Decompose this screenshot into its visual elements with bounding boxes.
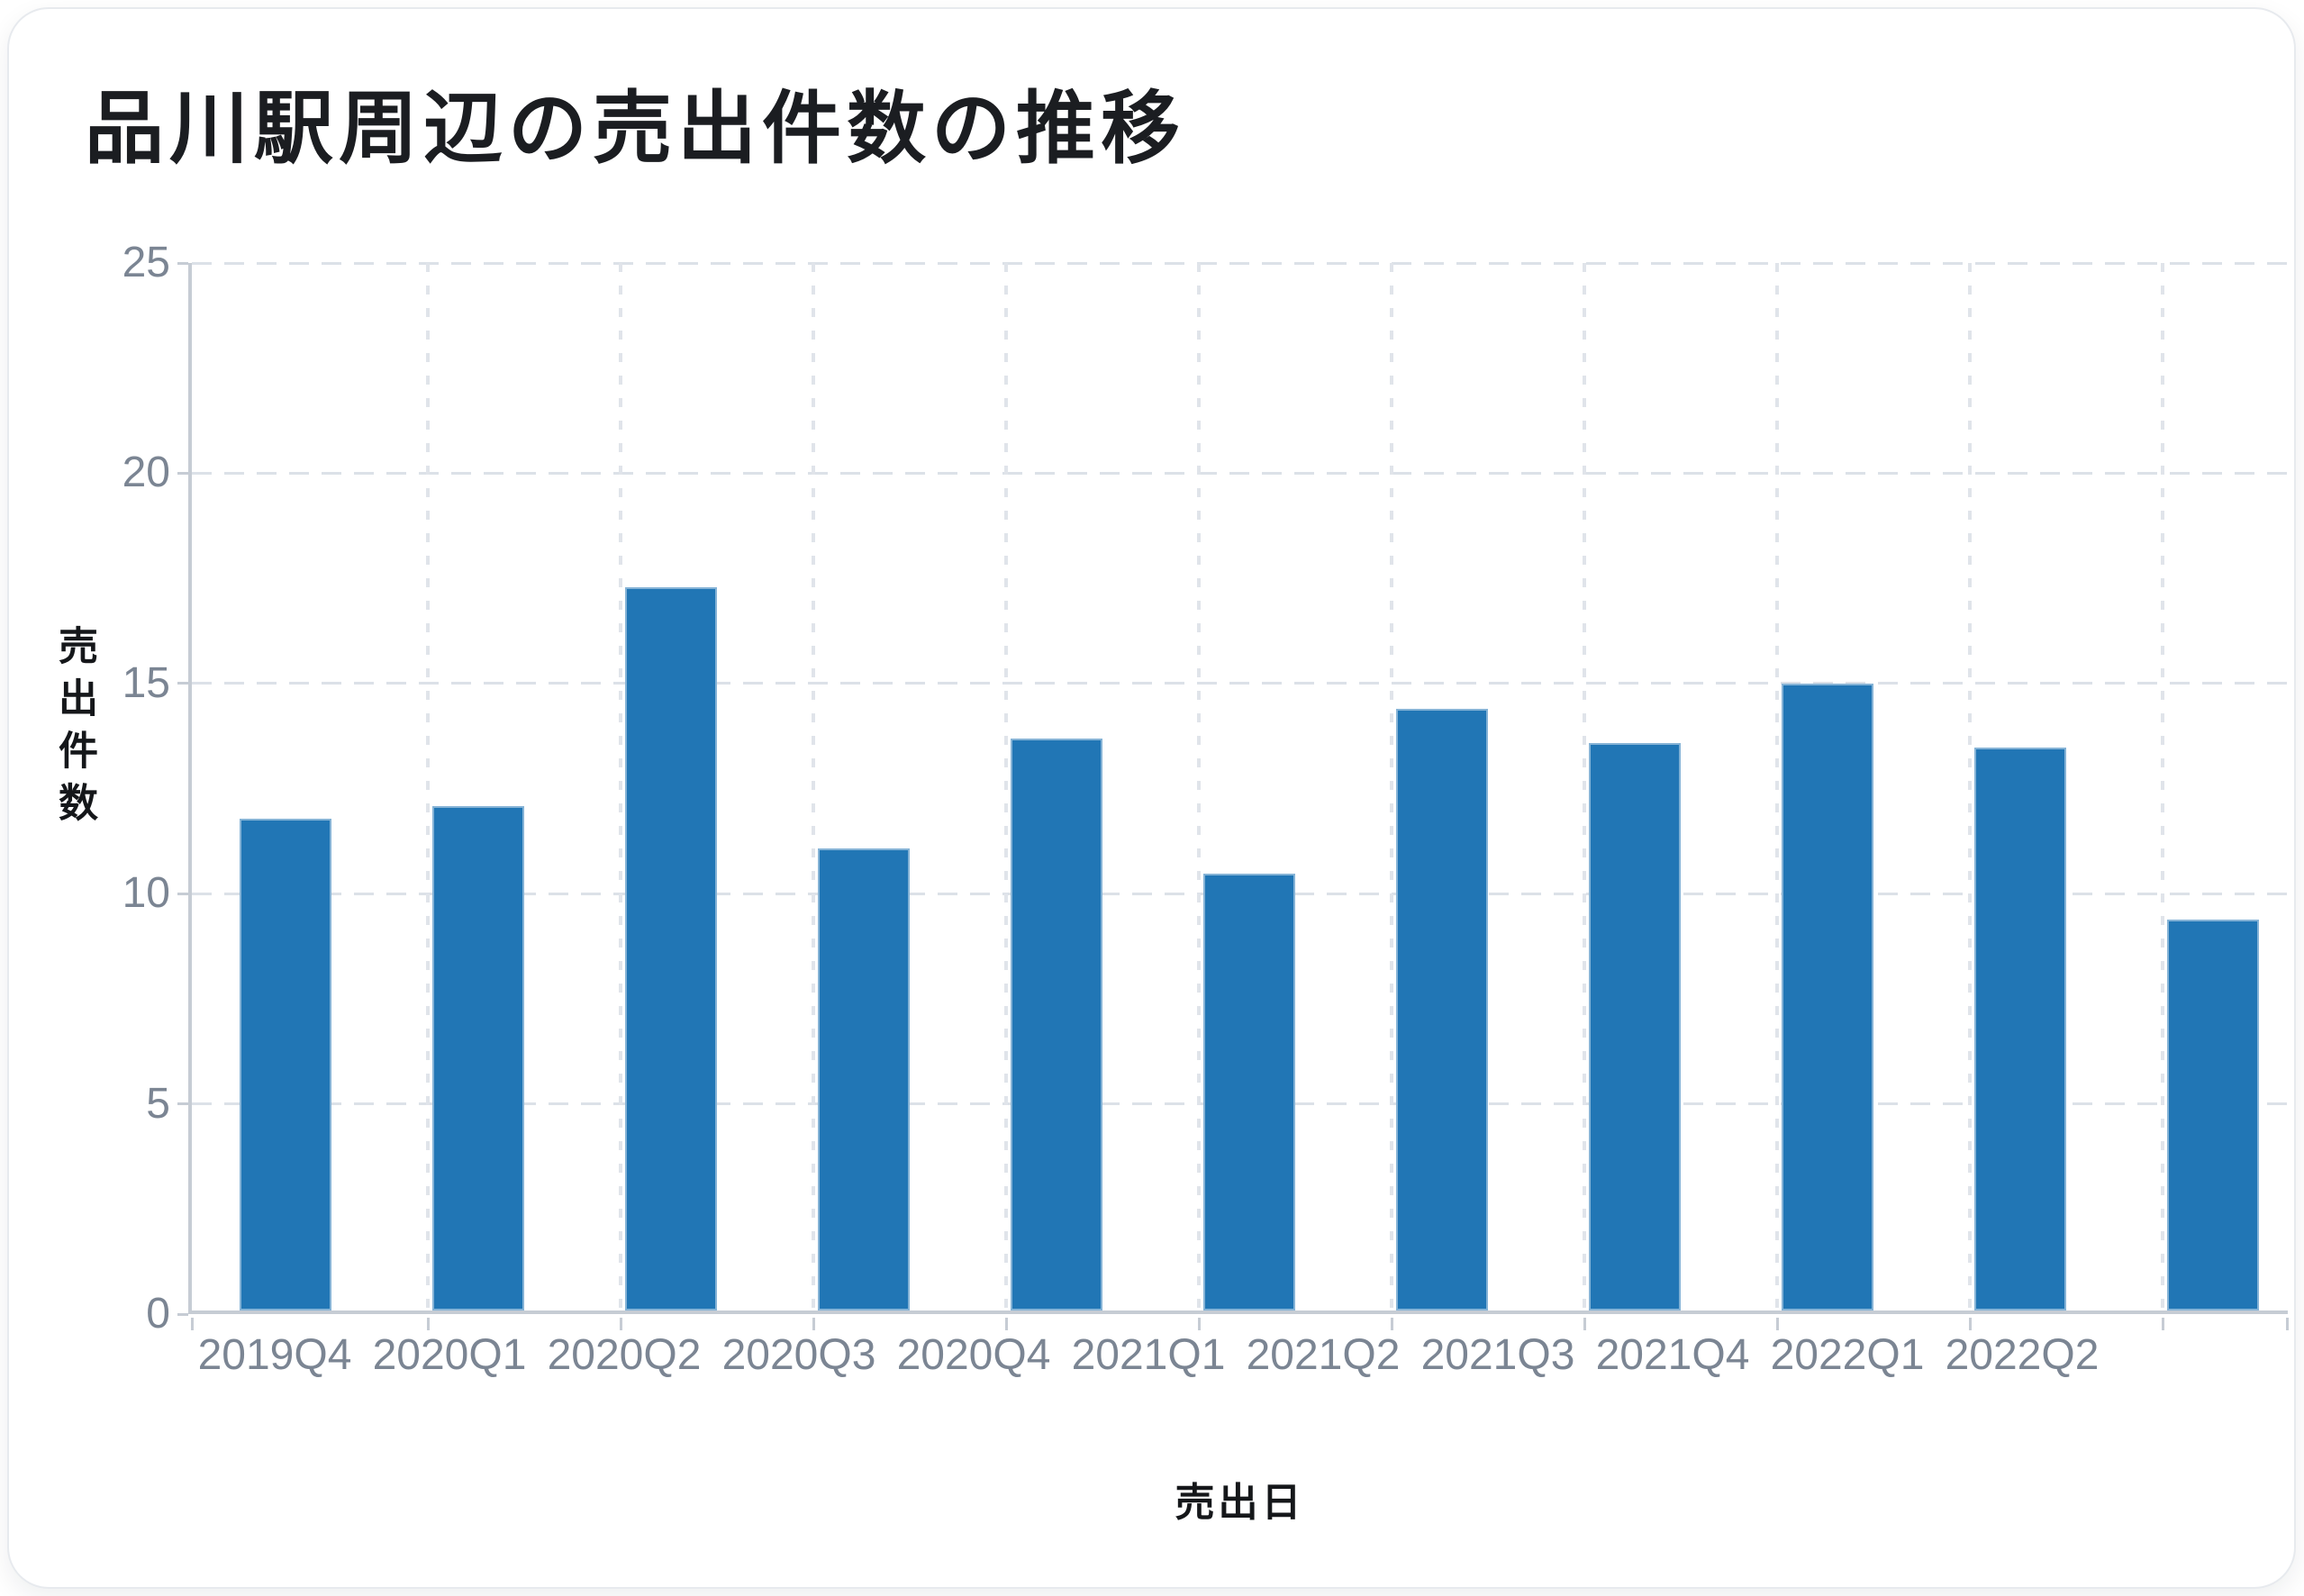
x-gridline [426,263,430,1314]
y-gridline [192,471,2288,475]
bar-2021Q3 [1589,742,1681,1310]
x-tick-label: 2021Q4 [1595,1331,1750,1379]
bar-2019Q4 [240,818,331,1310]
x-tick-label: 2020Q2 [547,1331,702,1379]
x-tick-mark [426,1318,430,1330]
x-gridline [2161,263,2164,1314]
y-tick-label: 0 [146,1290,170,1338]
bar-2020Q1 [432,805,524,1310]
y-tick-mark [177,892,188,895]
chart-title: 品川駅周辺の売出件数の推移 [85,84,1186,173]
y-tick-mark [177,682,188,685]
y-gridline [192,261,2288,265]
bar-2020Q4 [1011,739,1102,1310]
x-tick-mark [1390,1318,1393,1330]
y-tick-label: 5 [146,1079,170,1128]
x-tick-label: 2021Q1 [1071,1331,1226,1379]
x-tick-mark [2161,1318,2164,1330]
x-gridline [1390,263,1393,1314]
y-tick-label: 15 [122,658,170,707]
y-tick-mark [177,471,188,475]
x-tick-mark [1968,1318,1972,1330]
x-tick-label: 2020Q1 [372,1331,527,1379]
y-tick-mark [177,1312,188,1316]
bar-2021Q2 [1396,709,1488,1310]
bar-2022Q1 [1974,747,2066,1310]
x-tick-label: 2022Q2 [1945,1331,2100,1379]
x-tick-label: 2022Q1 [1770,1331,1925,1379]
bar-2022Q2 [2167,919,2259,1310]
x-gridline [619,263,622,1314]
x-tick-label: 2019Q4 [197,1331,352,1379]
y-tick-label: 20 [122,449,170,497]
x-gridline [1968,263,1972,1314]
x-tick-mark [619,1318,622,1330]
x-tick-mark [191,1318,194,1330]
x-tick-mark [1583,1318,1586,1330]
x-tick-label: 2021Q3 [1420,1331,1575,1379]
bar-2020Q3 [818,848,910,1310]
y-tick-mark [177,1102,188,1106]
plot-area: 0 5 10 15 20 25 2019Q4 2020Q1 2020Q2 2020Q3 2020Q4… [122,239,2289,1379]
chart-card: 品川駅周辺の売出件数の推移 売出件数 0 5 10 15 20 25 2019Q4 2020Q… [7,7,2296,1589]
x-tick-label: 2020Q3 [721,1331,876,1379]
y-tick-label: 10 [122,869,170,918]
x-axis-line [192,1310,2288,1314]
y-tick-label: 25 [122,239,170,286]
x-tick-mark [1004,1318,1008,1330]
x-axis-title: 売出日 [1175,1481,1305,1525]
bar-2021Q1 [1203,873,1295,1310]
x-tick-mark [2286,1318,2289,1330]
x-tick-mark [812,1318,815,1330]
x-tick-mark [1775,1318,1779,1330]
y-axis-line [188,263,192,1314]
y-axis-title: 売出件数 [52,625,96,834]
y-tick-mark [177,261,188,265]
x-gridline [1583,263,1586,1314]
bar-2021Q4 [1782,684,1873,1310]
y-gridline [192,682,2288,685]
x-tick-label: 2020Q4 [896,1331,1051,1379]
x-gridline [812,263,815,1314]
x-tick-label: 2021Q2 [1246,1331,1401,1379]
bar-2020Q2 [625,587,717,1310]
x-gridline [1775,263,1779,1314]
x-tick-mark [1197,1318,1201,1330]
x-gridline [1197,263,1201,1314]
x-gridline [1004,263,1008,1314]
